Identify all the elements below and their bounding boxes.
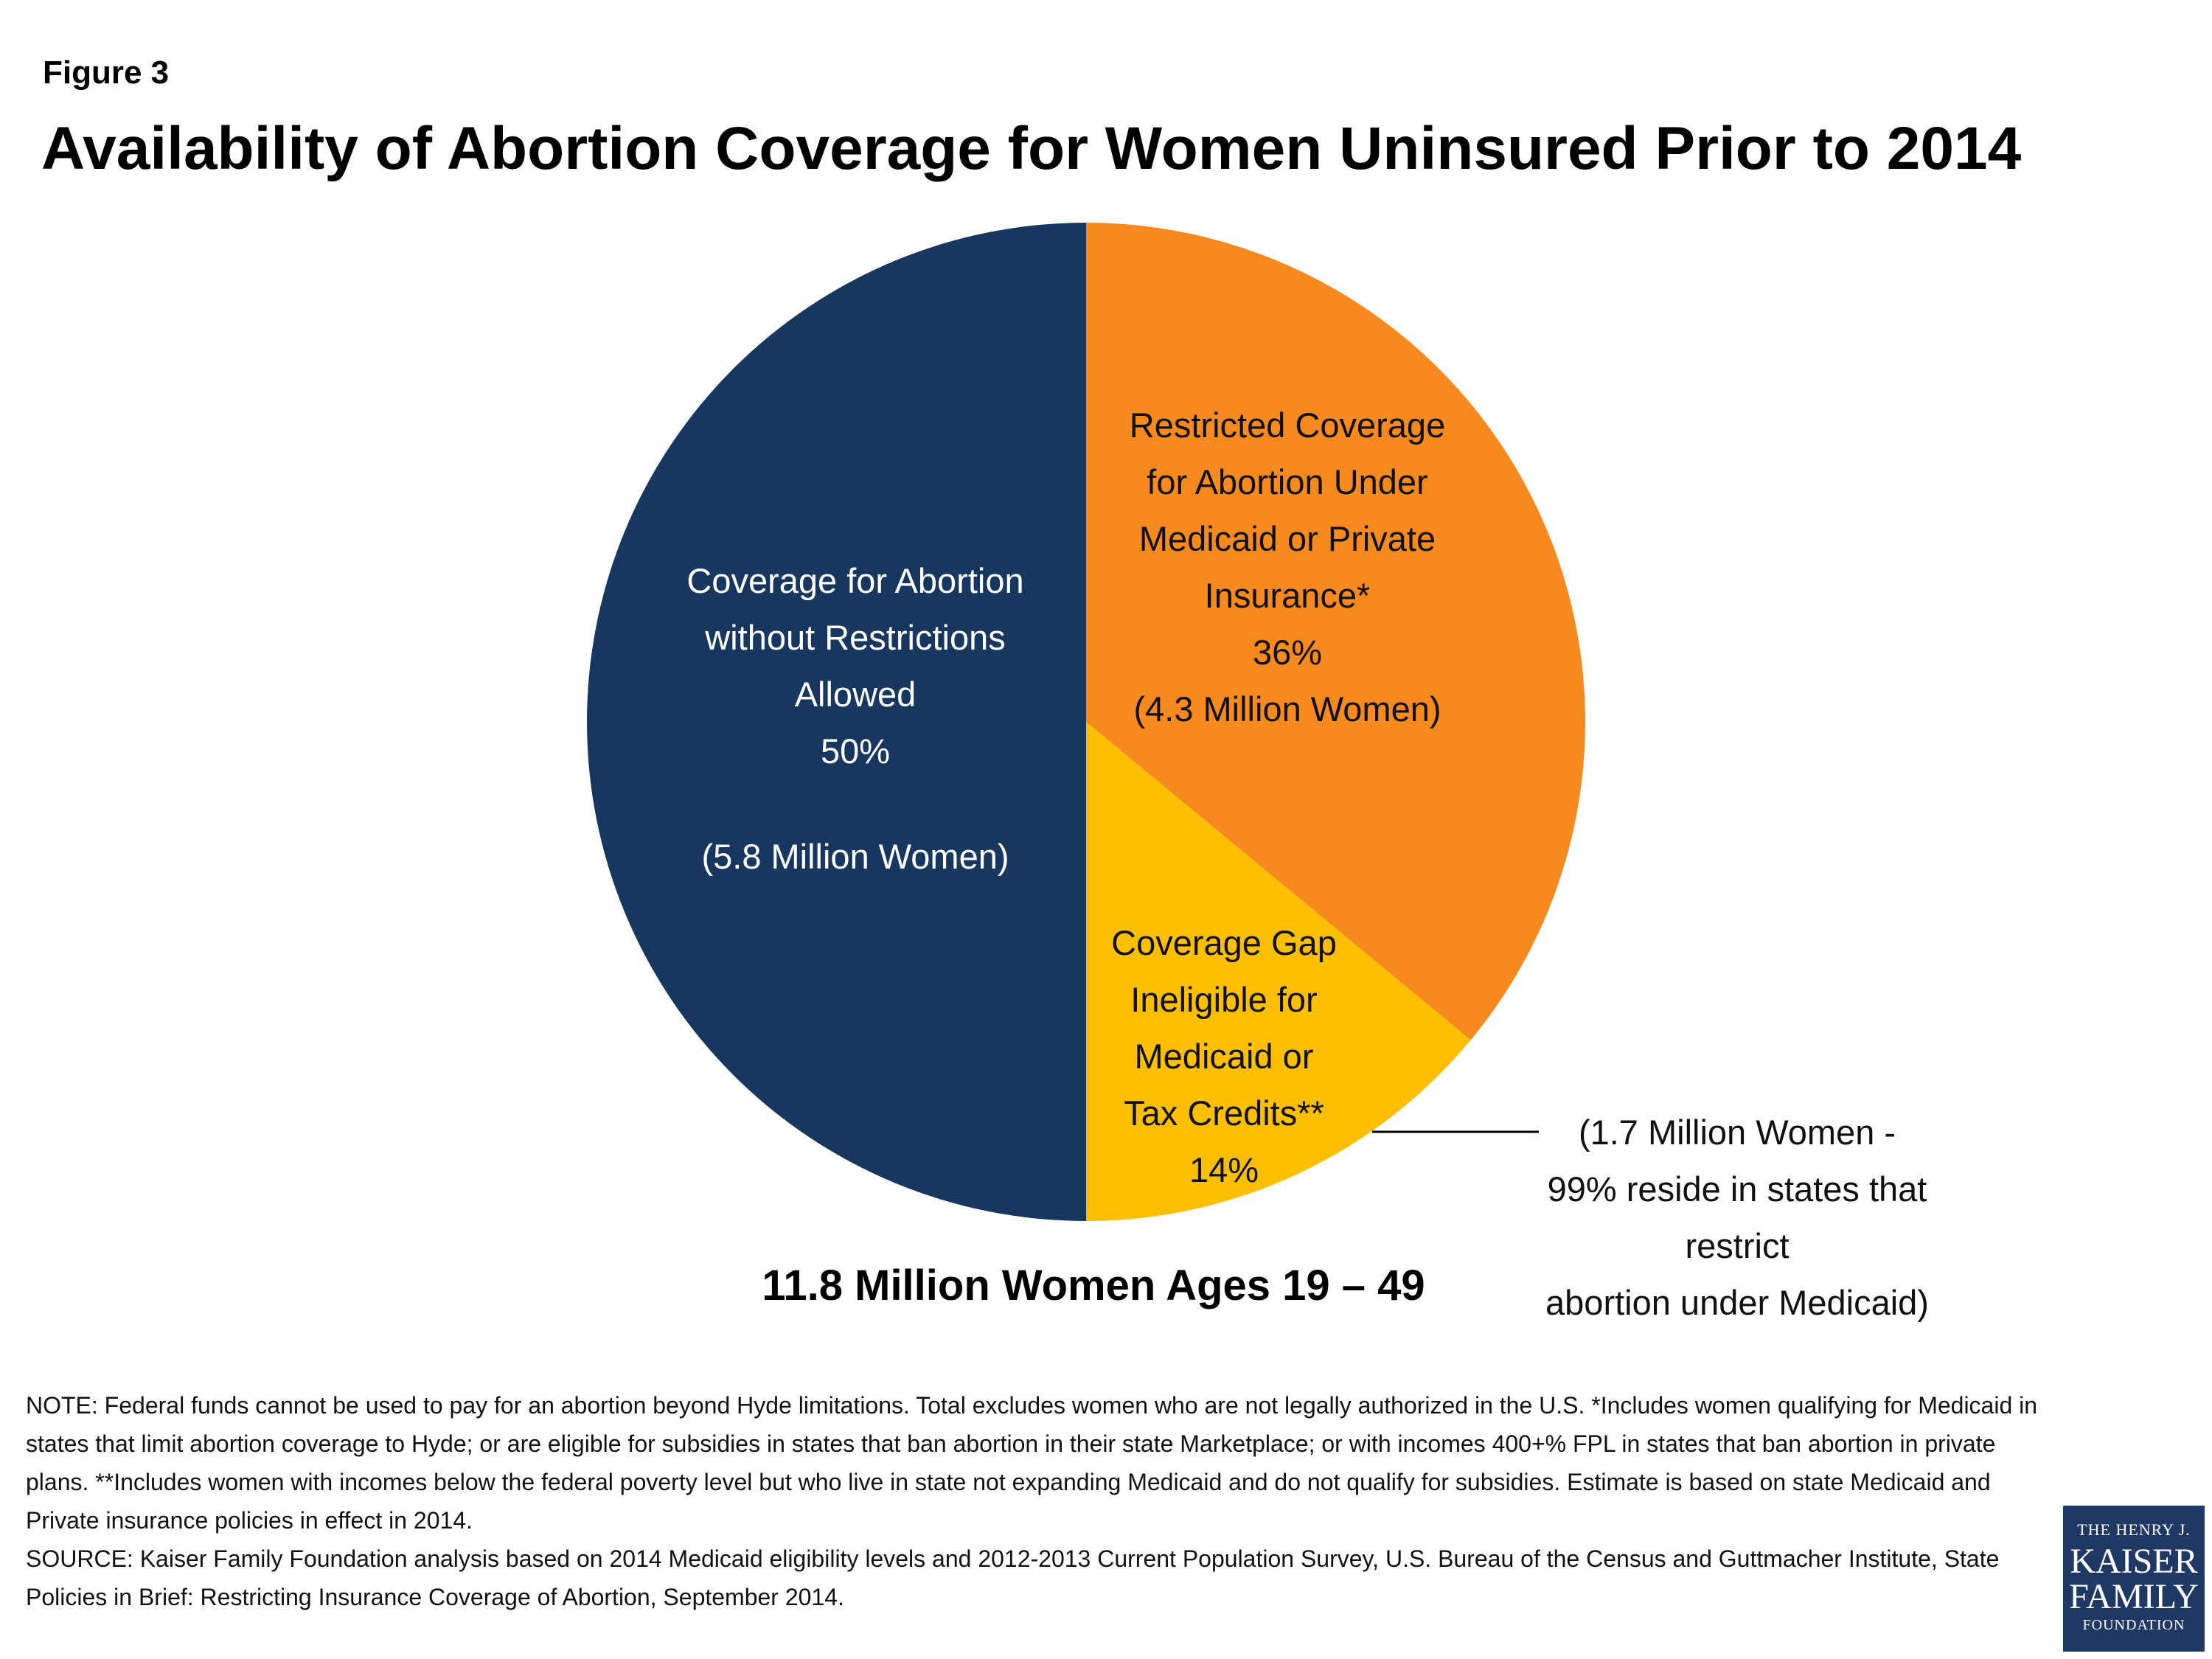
source: SOURCE: Kaiser Family Foundation analysi… bbox=[26, 1545, 2000, 1610]
pie-slice bbox=[587, 223, 1086, 1221]
chart-title: Availability of Abortion Coverage for Wo… bbox=[41, 115, 2022, 182]
logo: THE HENRY J. KAISER FAMILY FOUNDATION bbox=[2063, 1506, 2205, 1652]
slice-label: Coverage Gap Ineligible for Medicaid or … bbox=[1111, 914, 1337, 1198]
notes: NOTE: Federal funds cannot be used to pa… bbox=[26, 1386, 2039, 1616]
category-label: Restricted Coverage for Abortion Under M… bbox=[1129, 406, 1446, 615]
annotation: (1.7 Million Women - 99% reside in state… bbox=[1545, 1113, 1929, 1322]
slice-label: Coverage for Abortion without Restrictio… bbox=[686, 552, 1023, 885]
logo-text: FAMILY bbox=[2069, 1577, 2199, 1616]
chart bbox=[587, 223, 1585, 1221]
pie-slice bbox=[1086, 722, 1471, 1221]
figure-label: Figure 3 bbox=[43, 55, 170, 91]
logo-text: KAISER bbox=[2070, 1542, 2198, 1581]
chart-subtitle: 11.8 Million Women Ages 19 – 49 bbox=[762, 1262, 1425, 1310]
value-label: 50% bbox=[820, 731, 891, 771]
logo-text: FOUNDATION bbox=[2082, 1617, 2185, 1633]
value-label: 14% bbox=[1189, 1150, 1259, 1189]
pie-slice bbox=[1086, 223, 1585, 1040]
logo-text: THE HENRY J. bbox=[2077, 1520, 2191, 1539]
count-label: (5.8 Million Women) bbox=[701, 837, 1009, 876]
note: NOTE: Federal funds cannot be used to pa… bbox=[26, 1392, 2038, 1534]
value-label: 36% bbox=[1252, 633, 1323, 672]
category-label: Coverage for Abortion without Restrictio… bbox=[686, 561, 1024, 714]
count-label: (4.3 Million Women) bbox=[1133, 689, 1441, 728]
slice-label: Restricted Coverage for Abortion Under M… bbox=[1130, 397, 1445, 737]
category-label: Coverage Gap Ineligible for Medicaid or … bbox=[1111, 923, 1337, 1133]
